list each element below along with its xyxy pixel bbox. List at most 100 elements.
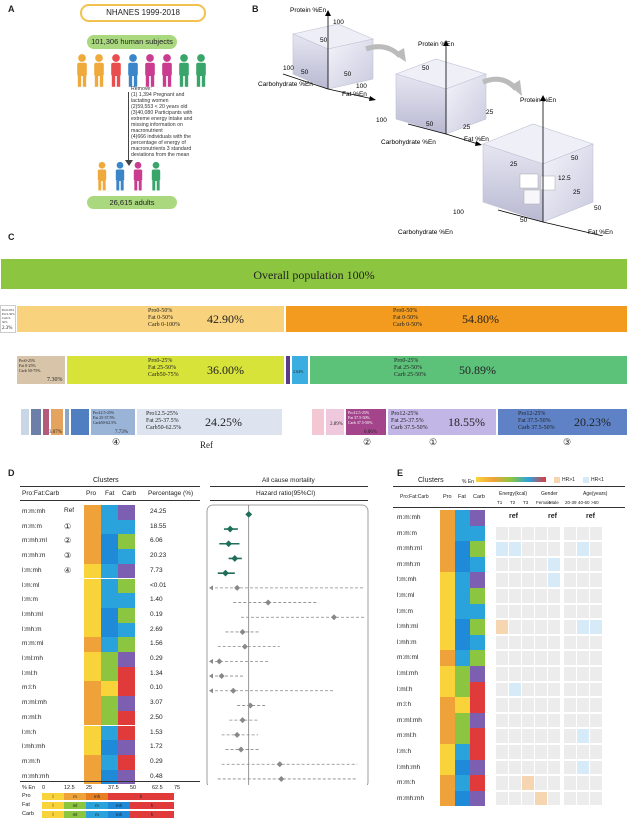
fat-cell: [101, 549, 118, 564]
cube2-carb-label: Carbohydrate %En: [381, 139, 436, 146]
divider: [210, 486, 368, 487]
clusters-header: Clusters: [93, 477, 119, 484]
e-carb-cell: [470, 744, 485, 760]
cluster-name: m:m:mh: [22, 508, 46, 515]
cluster-name: l:m:mh: [22, 566, 42, 574]
percentage-value: 1.72: [150, 743, 163, 751]
e-col-pro: Pro: [443, 494, 452, 500]
line: Pro12.5-25%: [146, 411, 178, 417]
level2-green-lines: Pro0-25% Fat 25-50% Carb 25-50%: [394, 358, 426, 379]
remove-line: Remove:: [131, 86, 152, 92]
line: Pro0-50%: [393, 308, 418, 314]
e-carb-cell: [470, 556, 485, 573]
line: Pro12-25%: [518, 411, 546, 417]
legend-row-label: Fat: [22, 802, 30, 808]
legend-key: l: [42, 811, 64, 818]
legend-key: h: [130, 802, 174, 809]
legend-key: mh: [86, 793, 108, 800]
legend-key: mh: [108, 802, 130, 809]
pro-cell: [84, 578, 101, 594]
subgroup-cell: [564, 589, 576, 603]
subgroup-cell: [535, 620, 547, 634]
fat-cell: [101, 681, 118, 697]
percentage-value: 7.73: [150, 566, 163, 574]
fat-cell: [101, 622, 118, 638]
subgroup-cell: [509, 542, 521, 556]
remove-line: deviations from the mean: [131, 152, 190, 158]
e-en-label: % En: [462, 479, 474, 485]
subgroup-cell: [496, 620, 508, 634]
subgroup-cell: [509, 526, 521, 541]
subgroup-cell: [522, 542, 534, 556]
legend-row-label: Carb: [22, 811, 34, 817]
level1-small-pct: 2.3%: [2, 326, 13, 331]
subgroup-cell: [590, 667, 602, 681]
e-pro-cell: [440, 619, 455, 635]
level3-ref-bar: Pro12.5-25% Fat 25-37.5% Carb50-62.5% 24…: [136, 408, 283, 436]
cube3-carb-label: Carbohydrate %En: [398, 229, 453, 236]
ref-gender: ref: [548, 513, 557, 520]
e-group-age: Age(years): [583, 491, 608, 497]
e-fat-cell: [455, 525, 470, 542]
person-icon: [94, 54, 104, 87]
e-carb-cell: [470, 681, 485, 698]
subgroup-cell: [535, 651, 547, 665]
cluster-tag: Ref: [64, 507, 75, 514]
e-fat-cell: [455, 510, 470, 526]
cluster-name: m:m:h: [22, 757, 41, 765]
subgroup-cell: [564, 776, 576, 790]
subgroup-cell: [590, 557, 602, 572]
e-subheader: >60: [591, 500, 599, 505]
e-cluster-name: l:m:h: [397, 748, 412, 755]
subgroup-cell: [548, 791, 560, 806]
fat-cell: [101, 505, 118, 520]
line: Carb 50-75%: [19, 368, 41, 373]
subgroup-cell: [590, 682, 602, 697]
subgroup-cell: [522, 682, 534, 697]
subgroup-cell: [564, 760, 576, 775]
person-icon: [162, 54, 172, 87]
percentage-value: 24.25: [150, 508, 167, 515]
e-cluster-name: l:ml:h: [397, 685, 413, 693]
pro-cell: [84, 696, 101, 711]
level1-right-lines: Pro0-50% Fat 0-50% Carb 0-50%: [393, 308, 422, 329]
e-carb-cell: [470, 650, 485, 666]
subgroup-cell: [496, 776, 508, 790]
line: Fat 0-25%: [19, 363, 36, 368]
line: Pro0-50%: [148, 308, 173, 314]
percentage-value: 6.06: [150, 537, 163, 545]
adults-pill: 26,615 adults: [87, 196, 177, 209]
subgroup-cell: [496, 589, 508, 603]
subgroup-cell: [577, 760, 589, 775]
subgroup-cell: [535, 745, 547, 759]
subgroup-cell: [509, 791, 521, 806]
remove-line: macronutrients 3 standard: [131, 146, 192, 152]
fat-cell: [101, 519, 118, 535]
e-pro-cell: [440, 634, 455, 651]
line: Fat 25-50%: [148, 365, 177, 371]
subgroup-cell: [509, 589, 521, 603]
subgroup-cell: [509, 573, 521, 587]
e-cluster-name: l:m:ml: [397, 592, 415, 599]
line: Pro12-25%: [391, 411, 419, 417]
subgroup-cell: [577, 698, 589, 712]
fat-cell: [101, 607, 118, 623]
line: Carb 0-50%: [393, 322, 423, 328]
subgroup-cell: [564, 557, 576, 572]
level2-tan-pct: 7.30%: [47, 377, 63, 383]
subgroup-cell: [577, 776, 589, 790]
line: Fat 25-37.5%: [146, 418, 179, 424]
cluster-tag: ②: [64, 536, 72, 546]
level2-purple-bar: [285, 355, 291, 385]
e-carb-cell: [470, 790, 485, 807]
subgroup-cell: [564, 526, 576, 541]
e-cluster-name: m:ml:mh: [397, 716, 422, 724]
e-fat-cell: [455, 759, 470, 776]
subgroup-cell: [509, 713, 521, 728]
fat-cell: [101, 666, 118, 682]
e-pro-cell: [440, 588, 455, 604]
fat-cell: [101, 563, 118, 579]
subgroup-cell: [509, 604, 521, 619]
forest-plot: 0.51.01.52.02.5: [206, 504, 369, 785]
e-carb-cell: [470, 525, 485, 542]
